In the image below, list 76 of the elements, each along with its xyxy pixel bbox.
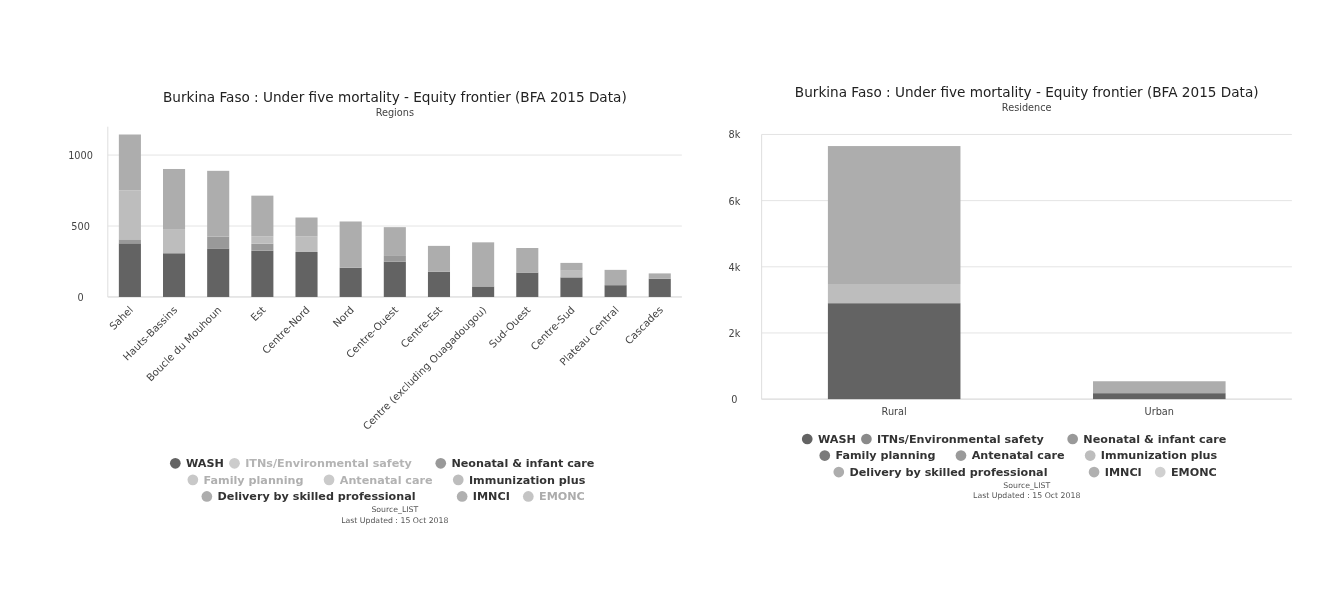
- text: Source_LIST: [371, 504, 419, 514]
- bar: [163, 229, 186, 254]
- legend-label: Antenatal care: [339, 473, 434, 487]
- legend-label: IMNCI: [1104, 465, 1142, 479]
- y-tick-label: 2k: [728, 327, 741, 339]
- bar: [251, 236, 274, 244]
- bar: [295, 251, 318, 297]
- bar: [604, 285, 627, 297]
- legend-label: WASH: [186, 457, 224, 471]
- y-tick-label: 0: [77, 291, 84, 303]
- bar: [207, 236, 230, 249]
- bar: [648, 273, 671, 279]
- y-tick-label: 4k: [728, 261, 741, 273]
- legend-label: Neonatal & infant care: [451, 457, 595, 471]
- legend-label: EMONC: [539, 490, 585, 504]
- bar: [604, 269, 627, 286]
- bar: [251, 243, 274, 251]
- bar: [339, 267, 362, 297]
- legend-label: EMONC: [1170, 465, 1217, 479]
- legend-label: Family planning: [203, 473, 304, 487]
- bar: [560, 270, 583, 278]
- bar: [648, 278, 671, 297]
- legend-label: WASH: [817, 432, 856, 446]
- bar: [1093, 393, 1226, 400]
- bar: [516, 248, 539, 273]
- bar: [118, 190, 141, 240]
- text: Last Updated : 15 Oct 2018: [973, 491, 1081, 501]
- y-tick-label: 500: [71, 220, 90, 232]
- bar: [827, 146, 961, 284]
- bar: [472, 242, 495, 287]
- legend-label: Immunization plus: [468, 473, 586, 487]
- bar: [295, 217, 318, 237]
- text: Last Updated : 15 Oct 2018: [341, 515, 449, 525]
- bar: [1093, 381, 1226, 394]
- chart-subtitle: Residence: [1001, 102, 1052, 114]
- bar: [251, 250, 274, 297]
- y-tick-label: 1000: [68, 149, 93, 161]
- y-tick-label: 6k: [728, 195, 741, 207]
- legend-label: IMNCI: [472, 490, 510, 504]
- y-tick-label: 8k: [728, 129, 741, 141]
- bar: [827, 303, 961, 400]
- text: Source_LIST: [1003, 480, 1051, 490]
- bar: [339, 221, 362, 268]
- bar: [560, 262, 583, 271]
- bar: [118, 239, 141, 244]
- bar: [118, 243, 141, 297]
- bar: [163, 168, 186, 230]
- legend-label: Delivery by skilled professional: [849, 465, 1048, 479]
- chart-title: Burkina Faso : Under five mortality - Equity frontier (BFA 2015 Data): [162, 89, 627, 106]
- bar: [295, 236, 318, 252]
- legend-label: Immunization plus: [1100, 449, 1218, 463]
- legend-label: Antenatal care: [971, 449, 1065, 463]
- legend-label: Neonatal & infant care: [1083, 432, 1227, 446]
- bar: [207, 170, 230, 237]
- y-tick-label: 0: [731, 394, 738, 406]
- chart-subtitle: Regions: [375, 106, 414, 118]
- bar: [827, 284, 961, 304]
- bar: [516, 272, 539, 297]
- legend-label: Delivery by skilled professional: [217, 490, 416, 504]
- bar: [383, 261, 406, 297]
- legend-label: Family planning: [835, 449, 936, 463]
- bar: [118, 134, 141, 191]
- bar: [251, 195, 274, 237]
- x-tick-label: Rural: [881, 405, 907, 417]
- bar: [472, 286, 495, 297]
- chart-title: Burkina Faso : Under five mortality - Equity frontier (BFA 2015 Data): [794, 84, 1259, 101]
- bar: [163, 253, 186, 297]
- bar: [427, 271, 451, 297]
- legend-label: ITNs/Environmental safety: [877, 432, 1045, 446]
- bar: [383, 227, 406, 256]
- legend-label: ITNs/Environmental safety: [245, 457, 413, 471]
- bar: [207, 248, 230, 297]
- bar: [560, 277, 583, 297]
- bar: [427, 245, 451, 272]
- x-tick-label: Urban: [1144, 405, 1174, 417]
- bar: [383, 255, 406, 262]
